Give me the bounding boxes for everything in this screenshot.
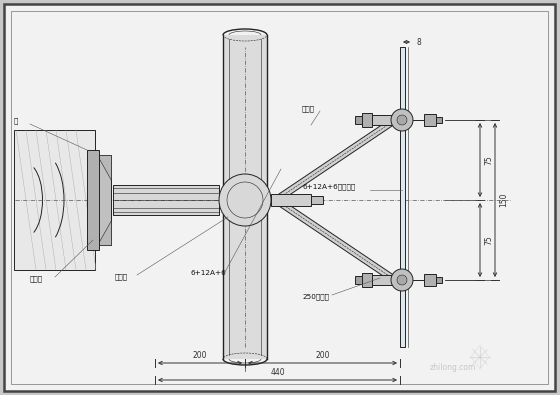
- Text: 200: 200: [315, 351, 330, 360]
- Polygon shape: [276, 116, 395, 204]
- Text: 6+12A+6中空玻璃: 6+12A+6中空玻璃: [302, 183, 355, 190]
- Bar: [223, 35, 267, 359]
- Circle shape: [397, 275, 407, 285]
- Text: zhilong.com: zhilong.com: [430, 363, 477, 372]
- Bar: [372, 275, 402, 285]
- Text: 预埋件: 预埋件: [30, 275, 43, 282]
- Text: 钢管柱: 钢管柱: [115, 273, 128, 280]
- Bar: [14, 130, 95, 270]
- Bar: [362, 113, 372, 127]
- Circle shape: [219, 174, 271, 226]
- Text: 150: 150: [499, 193, 508, 207]
- Bar: [311, 196, 323, 204]
- Text: 75: 75: [484, 235, 493, 245]
- Bar: [436, 277, 442, 283]
- Bar: [113, 185, 219, 215]
- Bar: [362, 273, 372, 287]
- Text: 75: 75: [484, 155, 493, 165]
- Polygon shape: [97, 155, 111, 180]
- Bar: [355, 276, 362, 284]
- Bar: [436, 117, 442, 123]
- Bar: [87, 150, 99, 250]
- Text: 440: 440: [270, 368, 285, 377]
- Bar: [372, 115, 402, 125]
- Circle shape: [391, 109, 413, 131]
- Polygon shape: [276, 196, 395, 284]
- Text: 驳接头: 驳接头: [302, 105, 315, 112]
- Bar: [271, 194, 311, 206]
- Circle shape: [397, 115, 407, 125]
- Bar: [424, 114, 436, 126]
- Bar: [400, 47, 405, 347]
- Text: 6+12A+6: 6+12A+6: [190, 270, 226, 276]
- Text: 200: 200: [193, 351, 207, 360]
- Bar: [97, 155, 111, 245]
- Polygon shape: [97, 220, 111, 245]
- Text: 250驳接爪: 250驳接爪: [302, 293, 329, 300]
- Bar: [424, 274, 436, 286]
- Text: 8: 8: [416, 38, 421, 47]
- Circle shape: [391, 269, 413, 291]
- Bar: [355, 116, 362, 124]
- Text: 墙: 墙: [14, 117, 18, 124]
